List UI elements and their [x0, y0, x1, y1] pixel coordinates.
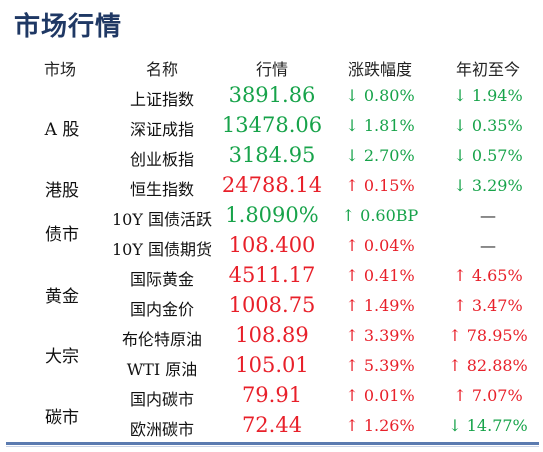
- row-change: ↑ 0.41%: [345, 266, 415, 285]
- bottom-divider: [6, 442, 539, 445]
- row-value: 108.400: [228, 233, 316, 257]
- row-ytd: ↑ 82.88%: [448, 356, 528, 375]
- row-value: 13478.06: [221, 113, 323, 137]
- row-name: 恒生指数: [129, 180, 194, 199]
- row-value: 105.01: [235, 353, 309, 377]
- row-value: 1.8090%: [225, 203, 319, 227]
- header-change: 涨跌幅度: [347, 60, 412, 79]
- row-change: ↑ 3.39%: [345, 326, 415, 345]
- row-name: 10Y 国债期货: [112, 240, 213, 259]
- row-value: 79.91: [241, 383, 303, 407]
- group-label-a-share: A 股: [44, 120, 80, 140]
- row-ytd: ↓ 0.35%: [453, 116, 523, 135]
- row-change: ↑ 1.26%: [345, 416, 415, 435]
- row-change: ↑ 0.01%: [345, 386, 415, 405]
- row-name: 上证指数: [129, 90, 194, 109]
- row-ytd: ↓ 3.29%: [453, 176, 523, 195]
- row-ytd: ↑ 4.65%: [453, 266, 523, 285]
- row-change: ↑ 1.49%: [345, 296, 415, 315]
- group-label-carbon: 碳市: [45, 408, 79, 428]
- header-ytd: 年初至今: [455, 60, 520, 79]
- row-value: 4511.17: [228, 263, 316, 287]
- row-change: ↓ 1.81%: [345, 116, 415, 135]
- market-table: [9, 43, 531, 443]
- row-name: 布伦特原油: [121, 330, 202, 349]
- row-name: WTI 原油: [126, 360, 198, 379]
- bottom-divider-thin: [6, 446, 539, 447]
- row-ytd: ↑ 7.07%: [453, 386, 523, 405]
- page-title: 市场行情: [14, 12, 123, 42]
- row-ytd: ↑ 78.95%: [448, 326, 528, 345]
- group-label-gold: 黄金: [45, 287, 79, 307]
- row-name: 深证成指: [129, 120, 194, 139]
- row-change: ↓ 2.70%: [345, 146, 415, 165]
- row-change: ↓ 0.80%: [345, 86, 415, 105]
- row-value: 1008.75: [228, 293, 316, 317]
- header-name: 名称: [145, 60, 178, 79]
- row-value: 24788.14: [221, 173, 323, 197]
- row-change: ↑ 0.04%: [345, 236, 415, 255]
- row-ytd: ↑ 3.47%: [453, 296, 523, 315]
- row-change: ↑ 0.15%: [345, 176, 415, 195]
- row-ytd: —: [480, 236, 496, 255]
- header-market: 市场: [43, 60, 76, 79]
- row-name: 欧洲碳市: [129, 420, 194, 439]
- group-label-bond: 债市: [45, 225, 79, 245]
- row-value: 3184.95: [228, 143, 316, 167]
- row-value: 72.44: [241, 413, 303, 437]
- group-label-hk: 港股: [45, 181, 79, 201]
- row-value: 108.89: [235, 323, 309, 347]
- row-name: 国际黄金: [129, 270, 194, 289]
- row-ytd: ↓ 1.94%: [453, 86, 523, 105]
- row-name: 创业板指: [129, 150, 194, 169]
- row-name: 国内金价: [129, 300, 194, 319]
- header-value: 行情: [255, 60, 288, 79]
- row-ytd: —: [480, 206, 496, 225]
- row-change: ↑ 0.60BP: [341, 206, 419, 225]
- row-ytd: ↓ 0.57%: [453, 146, 523, 165]
- row-value: 3891.86: [228, 83, 316, 107]
- row-change: ↑ 5.39%: [345, 356, 415, 375]
- row-name: 国内碳市: [129, 390, 194, 409]
- row-name: 10Y 国债活跃: [112, 210, 213, 229]
- row-ytd: ↓ 14.77%: [448, 416, 528, 435]
- group-label-commodity: 大宗: [45, 347, 79, 367]
